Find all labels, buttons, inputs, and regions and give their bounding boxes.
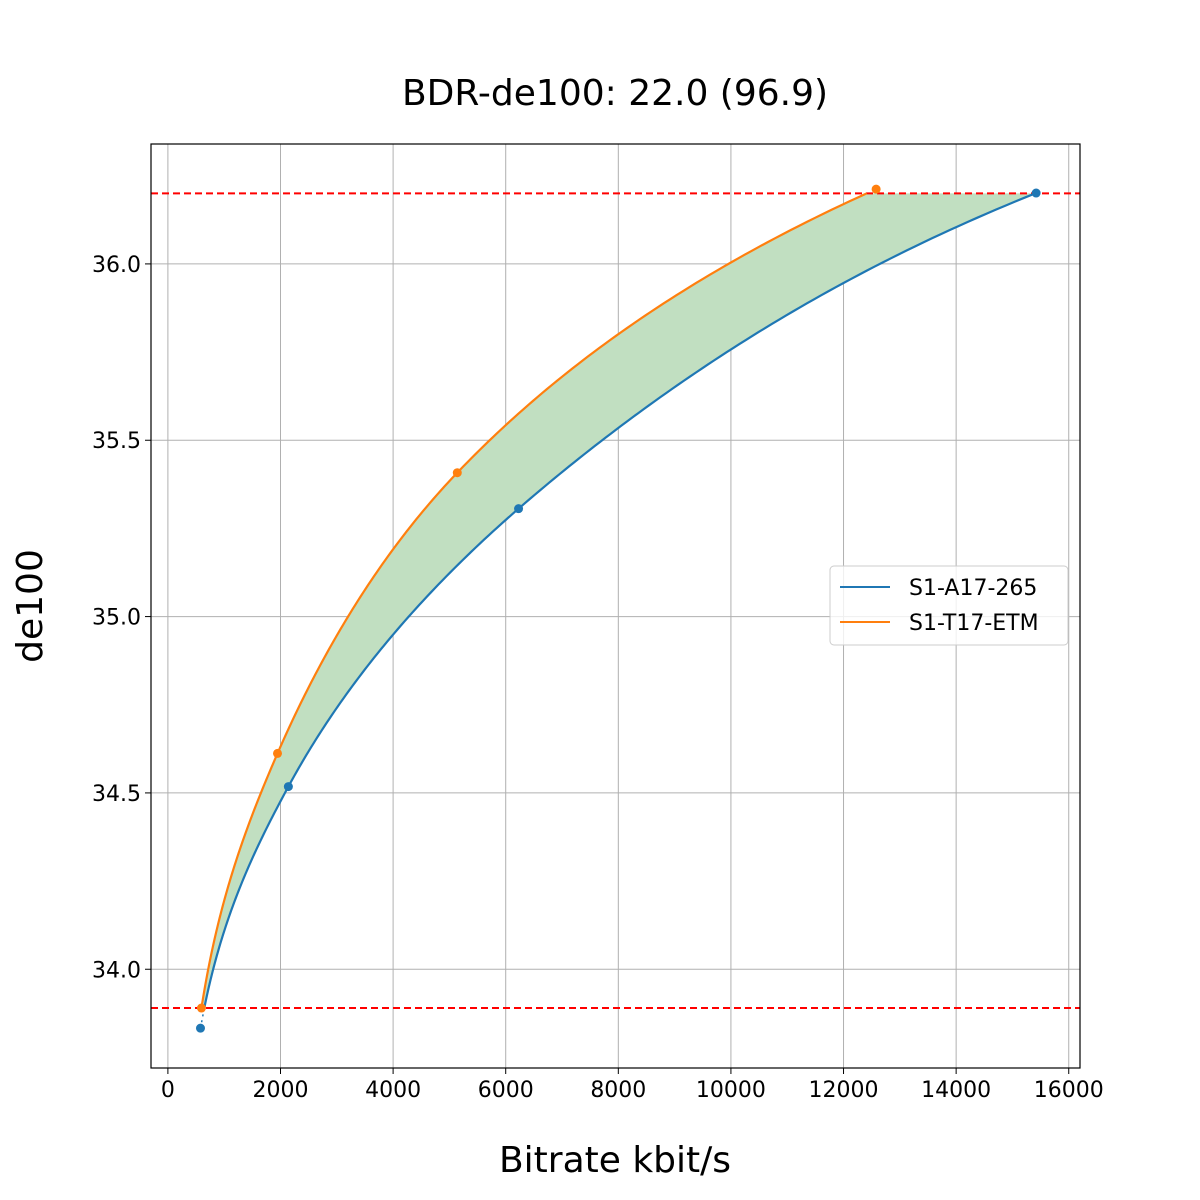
y-axis-label: de100 — [10, 549, 51, 663]
fill-between-area — [201, 193, 1036, 1009]
point-s1-t17-etm — [273, 748, 283, 758]
x-tick-label: 6000 — [478, 1078, 534, 1103]
y-tick-label: 35.5 — [92, 429, 141, 454]
chart-title: BDR-de100: 22.0 (96.9) — [402, 73, 828, 114]
x-tick-label: 16000 — [1034, 1078, 1104, 1103]
y-tick-label: 34.0 — [92, 958, 141, 983]
point-s1-a17-265 — [514, 504, 524, 514]
curve-s1-a17-265 — [203, 192, 1036, 1009]
point-s1-a17-265 — [1031, 188, 1041, 198]
x-axis-label: Bitrate kbit/s — [499, 1140, 731, 1181]
x-tick-label: 8000 — [590, 1078, 646, 1103]
x-tick-label: 2000 — [252, 1078, 308, 1103]
y-tick-label: 34.5 — [92, 782, 141, 807]
point-s1-a17-265 — [195, 1023, 205, 1033]
x-tick-label: 0 — [161, 1078, 175, 1103]
point-s1-a17-265 — [283, 782, 293, 792]
y-tick-label: 35.0 — [92, 606, 141, 631]
x-tick-label: 12000 — [809, 1078, 879, 1103]
legend: S1-A17-265 S1-T17-ETM — [829, 565, 1069, 646]
y-tick-label: 36.0 — [92, 253, 141, 278]
legend-label-s1-a17-265: S1-A17-265 — [909, 576, 1037, 601]
point-s1-t17-etm — [452, 468, 462, 478]
point-s1-t17-etm — [196, 1003, 206, 1013]
plot-frame — [150, 143, 1081, 1069]
x-tick-label: 14000 — [921, 1078, 991, 1103]
legend-label-s1-t17-etm: S1-T17-ETM — [909, 611, 1039, 636]
point-s1-t17-etm — [871, 184, 881, 194]
x-tick-label: 4000 — [365, 1078, 421, 1103]
x-tick-label: 10000 — [696, 1078, 766, 1103]
curve-s1-t17-etm — [200, 192, 868, 1009]
